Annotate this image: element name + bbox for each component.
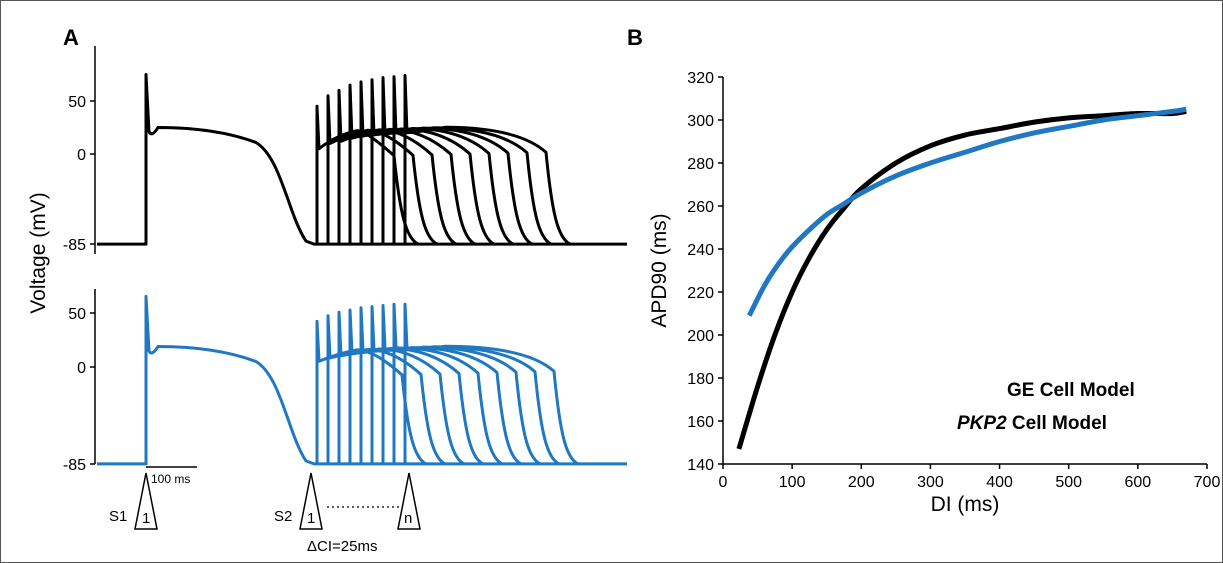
x-tick-label-200: 200 bbox=[848, 474, 875, 491]
s1-number: 1 bbox=[142, 510, 150, 527]
x-tick-label-400: 400 bbox=[986, 474, 1013, 491]
delta-ci-label: ΔCI=25ms bbox=[307, 538, 377, 555]
y-tick-label-160: 160 bbox=[687, 414, 714, 431]
legend-pkp2-suffix: Cell Model bbox=[1007, 413, 1107, 434]
y-tick-label-260: 260 bbox=[687, 199, 714, 216]
ge-s2-action-potential-3 bbox=[337, 88, 457, 246]
legend-ge: GE Cell Model bbox=[1007, 380, 1135, 401]
panel-b-xlabel: DI (ms) bbox=[931, 493, 1000, 516]
pkp2-s2-action-potential-4 bbox=[348, 308, 484, 466]
y-tick-label-220: 220 bbox=[687, 285, 714, 302]
ge-s2-action-potential-9 bbox=[403, 74, 571, 246]
s2-last-stimulus-marker bbox=[397, 472, 421, 530]
bottom-tick-label-0: 0 bbox=[77, 360, 86, 377]
x-tick-label-100: 100 bbox=[779, 474, 806, 491]
s2-first-stimulus-marker bbox=[299, 472, 323, 530]
pkp2-s2-action-potential-2 bbox=[326, 314, 446, 466]
panel-b-ylabel: APD90 (ms) bbox=[648, 213, 671, 327]
s1-label: S1 bbox=[109, 508, 127, 525]
top-tick-label-0: 0 bbox=[77, 147, 86, 164]
x-tick-label-700: 700 bbox=[1194, 474, 1221, 491]
panel-a-label: A bbox=[63, 25, 79, 50]
ge-s2-action-potential-5 bbox=[359, 80, 495, 246]
pkp2-s2-action-potential-3 bbox=[337, 310, 465, 466]
top-tick-label-50: 50 bbox=[68, 94, 86, 111]
s2-last-number: n bbox=[404, 510, 412, 527]
y-tick-label-240: 240 bbox=[687, 242, 714, 259]
pkp2-s2-action-potential-9 bbox=[403, 302, 579, 466]
top-y-ticks: 50 0 -85 bbox=[63, 94, 95, 254]
panel-b-axes: 0 100 200 300 400 500 600 700 140 160 180 200 220 240… bbox=[687, 70, 1220, 491]
y-tick-label-300: 300 bbox=[687, 113, 714, 130]
legend-pkp2: PKP2 Cell Model bbox=[957, 413, 1107, 434]
s1-stimulus-marker bbox=[134, 472, 158, 530]
pkp2-restitution-line bbox=[747, 106, 1187, 317]
pkp2-s1-action-potential bbox=[97, 294, 627, 466]
y-tick-label-280: 280 bbox=[687, 156, 714, 173]
x-tick-label-300: 300 bbox=[917, 474, 944, 491]
panel-a-ylabel: Voltage (mV) bbox=[27, 192, 50, 313]
panel-b-legend: GE Cell Model PKP2 Cell Model bbox=[957, 380, 1135, 434]
bottom-tick-label-85: -85 bbox=[63, 457, 86, 474]
pkp2-s2-action-potential-8 bbox=[392, 302, 560, 466]
legend-pkp2-gene: PKP2 bbox=[957, 413, 1007, 434]
ge-s2-action-potential-8 bbox=[392, 75, 552, 246]
ge-s2-action-potential-1 bbox=[315, 104, 419, 246]
ge-restitution-line bbox=[736, 108, 1187, 450]
s2-first-number: 1 bbox=[307, 510, 315, 527]
y-tick-label-140: 140 bbox=[687, 457, 714, 474]
bottom-y-ticks: 50 0 -85 bbox=[63, 306, 95, 474]
y-tick-label-200: 200 bbox=[687, 328, 714, 345]
s2-label: S2 bbox=[274, 508, 292, 525]
scale-bar-label: 100 ms bbox=[151, 472, 190, 486]
ge-voltage-traces bbox=[97, 73, 627, 246]
ge-s1-action-potential bbox=[97, 73, 627, 246]
y-tick-label-180: 180 bbox=[687, 371, 714, 388]
top-tick-label-85: -85 bbox=[63, 237, 86, 254]
pkp2-voltage-traces bbox=[97, 294, 627, 466]
x-tick-label-500: 500 bbox=[1055, 474, 1082, 491]
y-tick-label-320: 320 bbox=[687, 70, 714, 87]
panel-b-series bbox=[736, 106, 1187, 450]
bottom-tick-label-50: 50 bbox=[68, 306, 86, 323]
x-tick-label-0: 0 bbox=[719, 474, 728, 491]
x-tick-label-600: 600 bbox=[1125, 474, 1152, 491]
panel-b-label: B bbox=[627, 25, 643, 50]
